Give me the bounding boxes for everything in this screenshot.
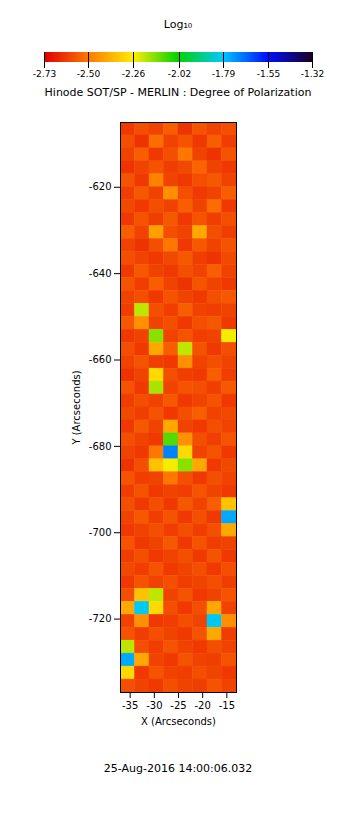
svg-text:-660: -660: [89, 354, 112, 365]
svg-text:-20: -20: [194, 700, 210, 711]
svg-text:-2.02: -2.02: [168, 69, 191, 79]
svg-text:-680: -680: [89, 441, 112, 452]
svg-text:-1.55: -1.55: [257, 69, 280, 79]
svg-text:-1.79: -1.79: [212, 69, 236, 79]
svg-text:-30: -30: [146, 700, 162, 711]
svg-text:-2.73: -2.73: [33, 69, 56, 79]
svg-text:-620: -620: [89, 181, 112, 192]
svg-text:X (Arcseconds): X (Arcseconds): [141, 716, 216, 727]
svg-text:Y (Arcseconds): Y (Arcseconds): [71, 370, 82, 445]
svg-text:-1.32: -1.32: [301, 69, 324, 79]
svg-text:-700: -700: [89, 527, 112, 538]
html-text:Hinode SOT/SP - MERLIN : Degre: Hinode SOT/SP - MERLIN : Degree of Polar…: [44, 86, 312, 99]
svg-text:-2.50: -2.50: [77, 69, 101, 79]
svg-text:-35: -35: [122, 700, 138, 711]
svg-text:-15: -15: [219, 700, 235, 711]
svg-text:-2.26: -2.26: [122, 69, 146, 79]
svg-text:-640: -640: [89, 268, 112, 279]
svg-text:-25: -25: [170, 700, 186, 711]
svg-text:-720: -720: [89, 613, 112, 624]
html-text:25-Aug-2016 14:00:06.032: 25-Aug-2016 14:00:06.032: [103, 762, 253, 775]
html-text:Log₁₀: Log₁₀: [163, 18, 193, 31]
